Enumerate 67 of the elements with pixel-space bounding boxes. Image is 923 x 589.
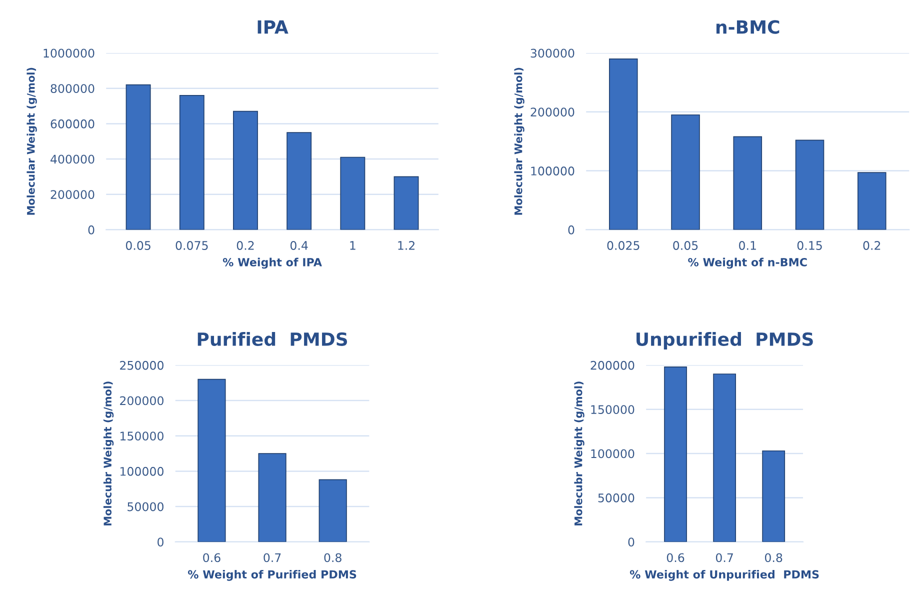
bar [713, 374, 736, 542]
x-axis-title: % Weight of n-BMC [688, 258, 807, 269]
y-tick-label: 600000 [50, 119, 94, 128]
bar [608, 58, 638, 230]
x-tick-label: 0.6 [203, 553, 220, 562]
y-tick-label: 400000 [50, 154, 94, 164]
bar [671, 114, 700, 230]
x-tick-label: 0.6 [666, 553, 684, 562]
x-tick-label: 0.7 [716, 553, 733, 562]
x-axis-title: % Weight of IPA [222, 258, 322, 269]
x-tick-label: 0.4 [290, 241, 308, 250]
bar [733, 136, 762, 230]
x-tick-label: 0.05 [673, 241, 698, 250]
y-tick-label: 150000 [591, 405, 634, 414]
bar [318, 479, 347, 542]
y-tick-label: 250000 [120, 360, 164, 370]
y-tick-label: 200000 [120, 396, 164, 406]
y-tick-label: 800000 [50, 84, 94, 94]
y-tick-label: 200000 [530, 108, 574, 117]
y-tick-label: 100000 [591, 449, 634, 458]
y-tick-label: 50000 [598, 493, 634, 502]
x-tick-label: 1.2 [398, 241, 414, 250]
bar [198, 378, 226, 542]
x-tick-label: 0.15 [797, 241, 822, 250]
y-tick-label: 200000 [50, 190, 94, 200]
chart-title: Unpurified PMDS [636, 332, 813, 350]
chart-title: IPA [258, 20, 288, 34]
x-tick-label: 0.075 [176, 241, 208, 250]
bar [664, 366, 687, 542]
x-axis-title: % Weight of Unpurified PDMS [630, 570, 819, 581]
y-tick-label: 0 [158, 538, 164, 547]
y-tick-label: 300000 [530, 48, 574, 58]
x-tick-label: 0.8 [764, 553, 782, 562]
x-tick-label: 0.2 [236, 241, 254, 250]
x-axis-title: % Weight of Purified PDMS [188, 570, 356, 581]
y-tick-label: 100000 [120, 466, 164, 476]
bar [857, 172, 886, 230]
bar [258, 453, 286, 542]
chart-title: Purified PMDS [198, 332, 348, 346]
y-tick-label: 100000 [531, 166, 574, 176]
x-tick-label: 1 [350, 241, 356, 250]
bar [394, 176, 419, 230]
bar [340, 156, 366, 230]
y-tick-label: 0 [628, 538, 634, 547]
y-axis-title: Molecubr Weight (g/mol) [574, 382, 584, 526]
x-tick-label: 0.8 [324, 553, 342, 562]
bar [233, 110, 258, 230]
x-tick-label: 0.7 [264, 553, 281, 562]
bar [179, 95, 204, 230]
y-tick-label: 50000 [128, 502, 164, 512]
bar [286, 132, 312, 230]
x-tick-label: 0.1 [739, 241, 756, 250]
bar [126, 84, 151, 230]
y-tick-label: 0 [88, 225, 94, 234]
y-axis-title: Molecular Weight (g/mol) [26, 68, 37, 215]
y-tick-label: 200000 [590, 360, 634, 370]
chart-title: n-BMC [716, 20, 780, 34]
x-tick-label: 0.05 [126, 241, 150, 250]
y-tick-label: 1000000 [44, 48, 94, 58]
bar [762, 450, 786, 542]
y-axis-title: Molecubr Weight (g/mol) [103, 382, 114, 526]
x-tick-label: 0.2 [863, 241, 880, 250]
y-axis-title: Molecular Weight (g/mol) [514, 68, 524, 215]
y-tick-label: 0 [568, 225, 574, 234]
bar [795, 140, 824, 230]
x-tick-label: 0.025 [607, 241, 640, 250]
y-tick-label: 150000 [120, 432, 164, 441]
